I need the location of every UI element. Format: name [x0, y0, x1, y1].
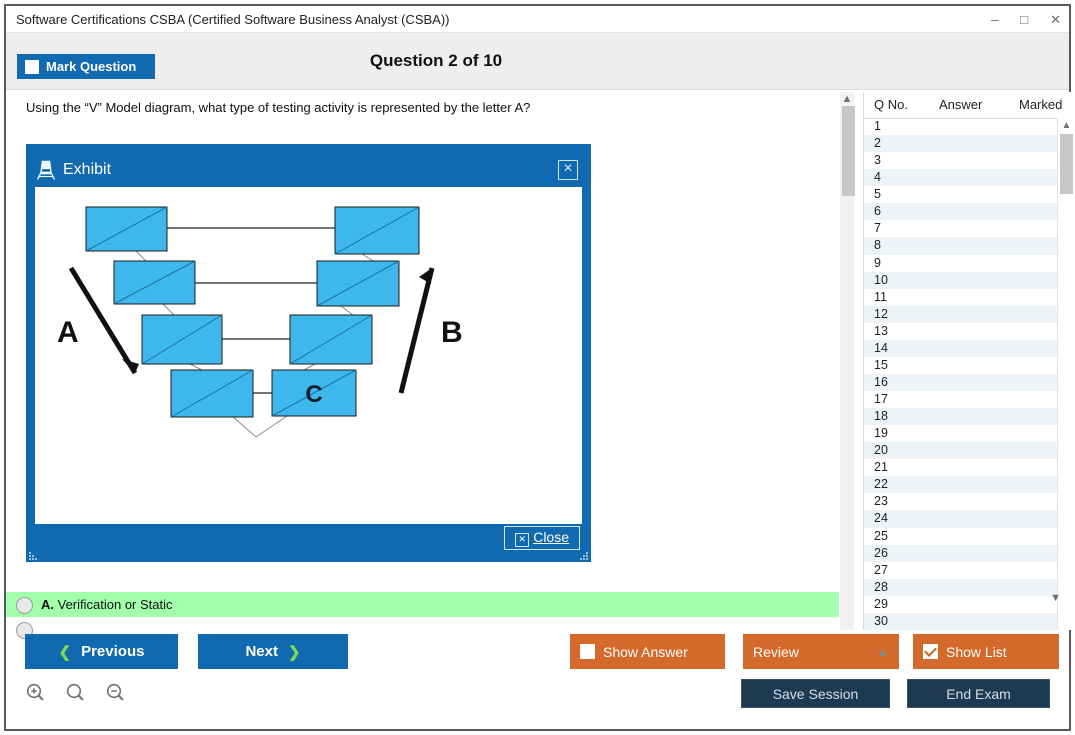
svg-text:A: A: [57, 316, 79, 349]
svg-text:C: C: [305, 381, 322, 408]
svg-text:B: B: [441, 316, 463, 349]
